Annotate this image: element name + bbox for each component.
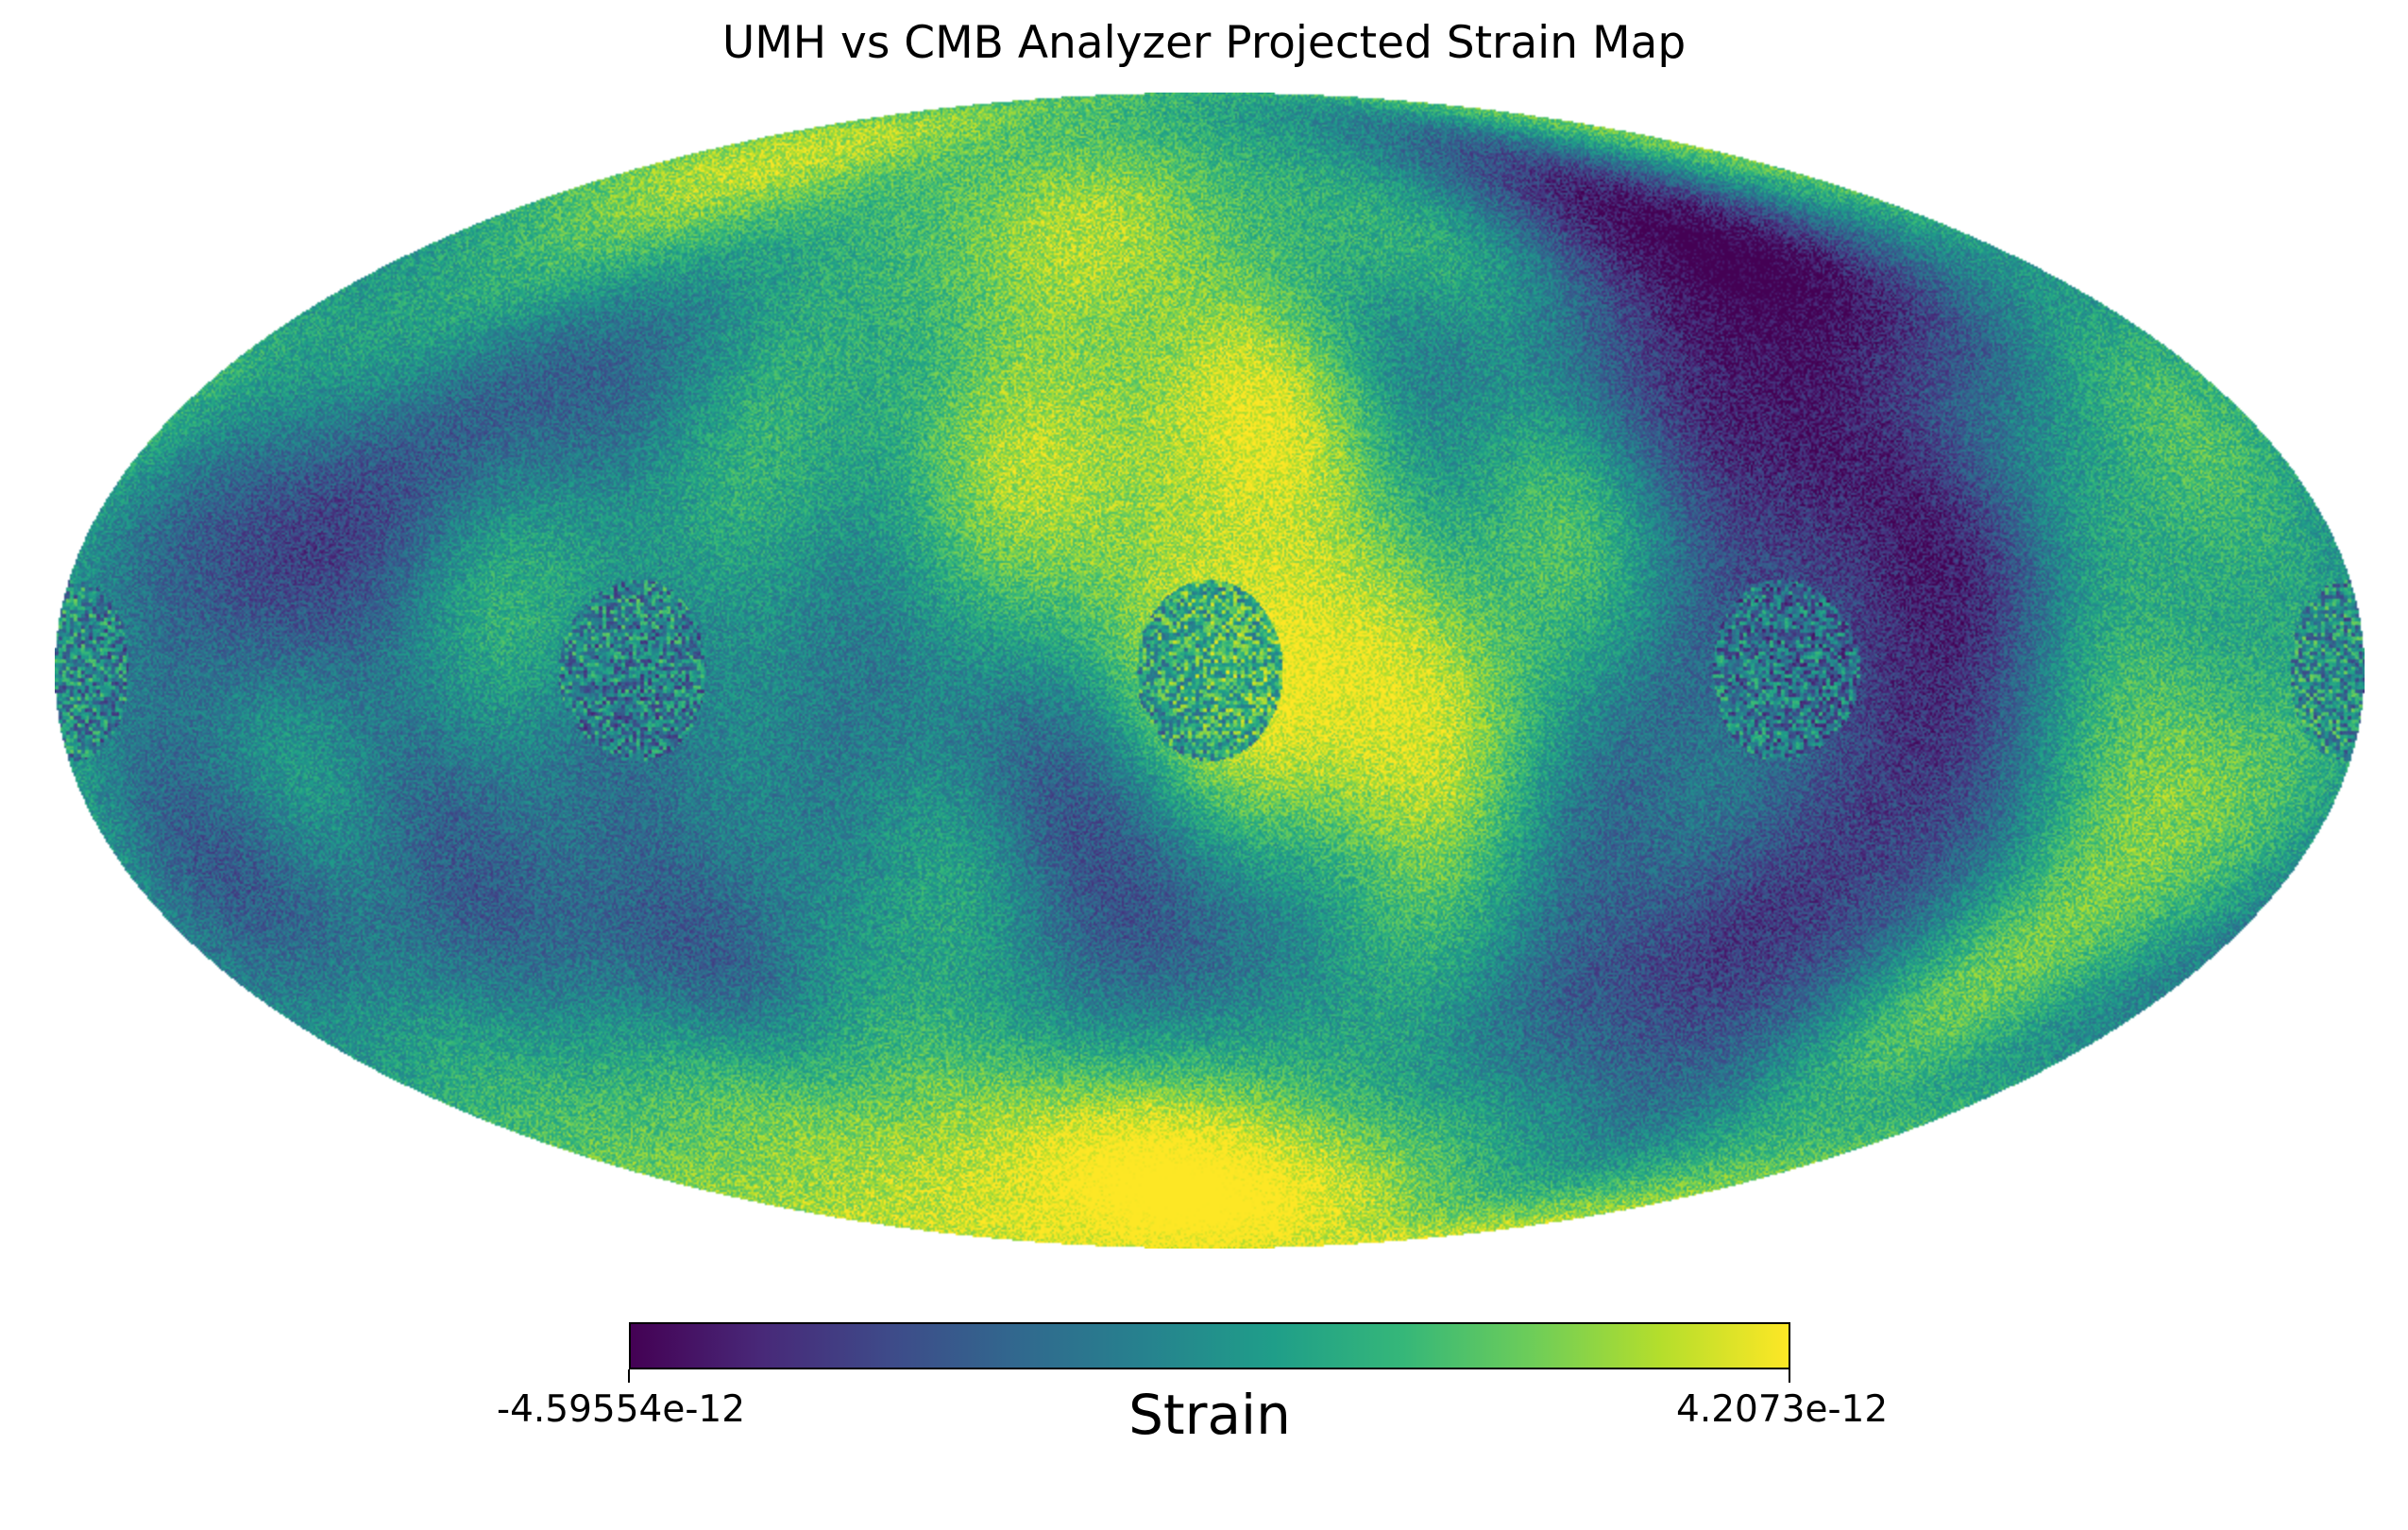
- chart-title: UMH vs CMB Analyzer Projected Strain Map: [721, 17, 1687, 69]
- colorbar-max-label: 4.2073e-12: [1676, 1388, 1889, 1431]
- colorbar-tick-min: [628, 1369, 630, 1383]
- strain-map-mollweide: [55, 93, 2365, 1249]
- colorbar-min-label: -4.59554e-12: [497, 1388, 746, 1431]
- colorbar-tick-max: [1789, 1369, 1790, 1383]
- colorbar: [629, 1322, 1790, 1369]
- colorbar-label: Strain: [1128, 1383, 1291, 1447]
